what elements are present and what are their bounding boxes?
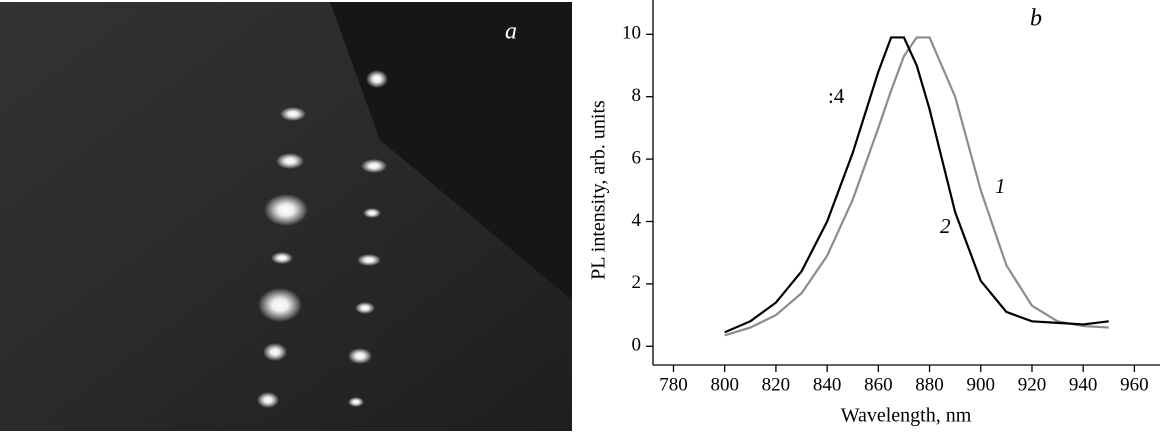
- annotation: :4: [828, 84, 845, 108]
- y-axis-label: PL intensity, arb. units: [588, 100, 610, 280]
- x-tick-label: 780: [659, 374, 688, 395]
- line-chart: b Wavelength, nm PL intensity, arb. unit…: [588, 0, 1160, 427]
- x-tick-label: 960: [1120, 374, 1149, 395]
- panel-label: b: [1030, 6, 1042, 32]
- y-tick-label: 2: [632, 272, 642, 293]
- y-tick-label: 6: [632, 147, 642, 168]
- y-tick-label: 8: [632, 85, 642, 106]
- y-tick-label: 4: [632, 210, 642, 231]
- series-label: 1: [995, 174, 1006, 198]
- x-tick-label: 920: [1018, 374, 1047, 395]
- y-tick-label: 0: [632, 335, 642, 356]
- diffraction-image: a: [0, 2, 572, 431]
- series-label: 2: [940, 214, 951, 238]
- x-tick-label: 860: [864, 374, 893, 395]
- y-tick-label: 10: [622, 23, 641, 44]
- x-tick-label: 880: [915, 374, 944, 395]
- series-line: [724, 36, 1109, 334]
- x-tick-label: 800: [710, 374, 739, 395]
- x-tick-label: 840: [813, 374, 842, 395]
- series-line: [724, 36, 1109, 337]
- x-tick-label: 940: [1069, 374, 1098, 395]
- x-tick-label: 820: [762, 374, 791, 395]
- x-axis-label: Wavelength, nm: [841, 405, 972, 427]
- x-tick-label: 900: [967, 374, 996, 395]
- panel-label: a: [505, 19, 517, 45]
